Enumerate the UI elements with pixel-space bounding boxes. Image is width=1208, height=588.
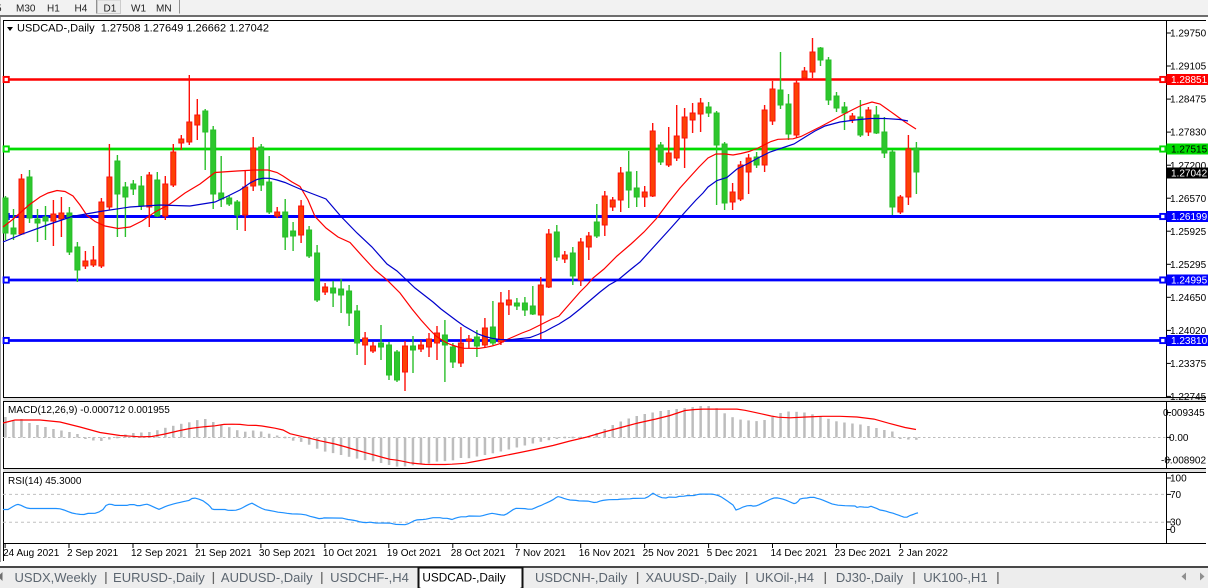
svg-text:1.22745: 1.22745	[1170, 392, 1207, 403]
svg-text:1.24020: 1.24020	[1170, 326, 1207, 337]
svg-text:0: 0	[1170, 525, 1176, 536]
svg-text:USDCHF-,H4: USDCHF-,H4	[330, 570, 409, 585]
svg-text:14 Dec 2021: 14 Dec 2021	[771, 548, 828, 559]
svg-text:AUDUSD-,Daily: AUDUSD-,Daily	[221, 570, 313, 585]
svg-text:1.24650: 1.24650	[1170, 293, 1207, 304]
svg-text:21 Sep 2021: 21 Sep 2021	[195, 548, 252, 559]
svg-text:30: 30	[1170, 518, 1182, 529]
svg-text:D1: D1	[104, 4, 117, 15]
svg-text:5 Dec 2021: 5 Dec 2021	[707, 548, 759, 559]
svg-text:7 Nov 2021: 7 Nov 2021	[515, 548, 567, 559]
svg-text:1.27042: 1.27042	[1171, 169, 1208, 180]
svg-text:1.24995: 1.24995	[1171, 276, 1208, 287]
svg-text:23 Dec 2021: 23 Dec 2021	[835, 548, 892, 559]
svg-text:MACD(12,26,9) -0.000712 0.0019: MACD(12,26,9) -0.000712 0.001955	[8, 405, 170, 416]
svg-text:70: 70	[1170, 490, 1182, 501]
svg-text:1.29750: 1.29750	[1170, 29, 1207, 40]
svg-text:25 Nov 2021: 25 Nov 2021	[643, 548, 700, 559]
svg-text:5: 5	[0, 4, 2, 15]
svg-text:W1: W1	[131, 4, 146, 15]
svg-text:USDCAD-,Daily 1.27508 1.27649: USDCAD-,Daily 1.27508 1.27649 1.26662 1.…	[17, 23, 269, 35]
svg-text:12 Sep 2021: 12 Sep 2021	[131, 548, 188, 559]
svg-text:2 Jan 2022: 2 Jan 2022	[898, 548, 948, 559]
svg-text:UKOil-,H4: UKOil-,H4	[755, 570, 814, 585]
svg-text:UK100-,H1: UK100-,H1	[923, 570, 987, 585]
svg-text:1.27830: 1.27830	[1170, 128, 1207, 139]
svg-text:EURUSD-,Daily: EURUSD-,Daily	[113, 570, 205, 585]
svg-text:1.28851: 1.28851	[1171, 75, 1208, 86]
svg-text:1.23375: 1.23375	[1170, 359, 1207, 370]
svg-text:24 Aug 2021: 24 Aug 2021	[3, 548, 60, 559]
svg-text:10 Oct 2021: 10 Oct 2021	[323, 548, 378, 559]
svg-text:H1: H1	[47, 4, 60, 15]
svg-text:30 Sep 2021: 30 Sep 2021	[259, 548, 316, 559]
svg-text:1.25925: 1.25925	[1170, 227, 1207, 238]
svg-text:19 Oct 2021: 19 Oct 2021	[387, 548, 442, 559]
svg-text:1.23810: 1.23810	[1171, 336, 1208, 347]
svg-text:USDCNH-,Daily: USDCNH-,Daily	[535, 570, 628, 585]
svg-text:0.00: 0.00	[1169, 433, 1189, 444]
svg-text:28 Oct 2021: 28 Oct 2021	[451, 548, 506, 559]
svg-text:1.27200: 1.27200	[1170, 161, 1207, 172]
svg-text:1.27515: 1.27515	[1171, 145, 1208, 156]
svg-text:DJ30-,Daily: DJ30-,Daily	[836, 570, 904, 585]
svg-text:16 Nov 2021: 16 Nov 2021	[579, 548, 636, 559]
svg-text:2 Sep 2021: 2 Sep 2021	[67, 548, 119, 559]
svg-text:1.25295: 1.25295	[1170, 260, 1207, 271]
svg-text:RSI(14) 45.3000: RSI(14) 45.3000	[8, 476, 82, 487]
svg-text:M30: M30	[16, 4, 36, 15]
svg-text:MN: MN	[156, 4, 172, 15]
svg-text:USDCAD-,Daily: USDCAD-,Daily	[422, 571, 505, 585]
svg-text:USDX,Weekly: USDX,Weekly	[15, 570, 98, 585]
svg-text:100: 100	[1170, 474, 1187, 485]
svg-text:H4: H4	[75, 4, 88, 15]
svg-text:1.26199: 1.26199	[1171, 212, 1208, 223]
svg-text:XAUUSD-,Daily: XAUUSD-,Daily	[645, 570, 737, 585]
svg-text:-0.008902: -0.008902	[1161, 455, 1206, 466]
svg-text:1.26570: 1.26570	[1170, 194, 1207, 205]
svg-text:1.29105: 1.29105	[1170, 62, 1207, 73]
svg-text:0.009345: 0.009345	[1163, 408, 1205, 419]
svg-text:1.28475: 1.28475	[1170, 95, 1207, 106]
